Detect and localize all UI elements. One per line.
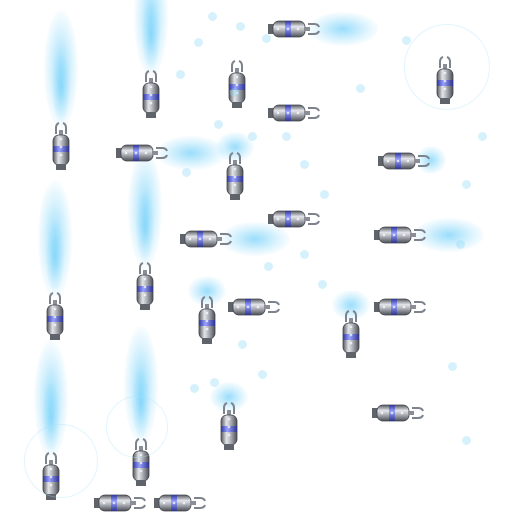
thruster-glow xyxy=(416,146,446,174)
thruster-flame-core xyxy=(136,192,154,262)
thruster-canister-horizontal xyxy=(268,210,320,228)
thruster-glow xyxy=(332,290,370,320)
thruster-canister-horizontal xyxy=(180,230,232,248)
thruster-flame-core xyxy=(142,0,160,70)
thruster-canister-horizontal xyxy=(378,152,430,170)
thruster-canister-vertical xyxy=(220,402,238,450)
thruster-canister-vertical xyxy=(46,292,64,340)
shock-ring xyxy=(24,424,98,498)
thruster-flame-core xyxy=(52,52,70,122)
smoke-wisp xyxy=(230,88,239,97)
thruster-flame-trail xyxy=(220,222,290,256)
smoke-wisp xyxy=(182,168,191,177)
thruster-canister-horizontal xyxy=(228,298,280,316)
thruster-canister-horizontal xyxy=(268,104,320,122)
smoke-wisp xyxy=(320,190,329,199)
thruster-canister-horizontal xyxy=(116,144,168,162)
smoke-wisp xyxy=(356,84,365,93)
thruster-glow xyxy=(188,276,226,306)
smoke-wisp xyxy=(214,120,223,129)
thruster-flame-trail xyxy=(308,12,378,46)
smoke-wisp xyxy=(258,370,267,379)
thruster-canister-vertical xyxy=(142,70,160,118)
smoke-wisp xyxy=(248,132,257,141)
smoke-wisp xyxy=(264,262,273,271)
smoke-wisp xyxy=(236,22,245,31)
thruster-flame-trail xyxy=(156,136,226,170)
shock-ring xyxy=(404,24,490,110)
smoke-wisp xyxy=(210,378,219,387)
thruster-canister-vertical xyxy=(198,296,216,344)
thruster-canister-vertical xyxy=(228,60,246,108)
thruster-canister-vertical xyxy=(136,262,154,310)
smoke-wisp xyxy=(194,38,203,47)
smoke-wisp xyxy=(208,12,217,21)
smoke-wisp xyxy=(318,280,327,289)
smoke-wisp xyxy=(402,36,411,45)
thruster-canister-vertical xyxy=(342,310,360,358)
thruster-glow xyxy=(210,382,248,412)
smoke-wisp xyxy=(262,34,271,43)
thruster-flame-trail xyxy=(414,218,484,252)
thruster-canister-vertical xyxy=(52,122,70,170)
thruster-canister-horizontal xyxy=(154,494,206,512)
shock-ring xyxy=(106,396,168,458)
thruster-canister-horizontal xyxy=(268,20,320,38)
thruster-flame-core xyxy=(46,222,64,292)
smoke-wisp xyxy=(478,132,487,141)
smoke-wisp xyxy=(300,250,309,259)
smoke-wisp xyxy=(176,70,185,79)
smoke-wisp xyxy=(190,384,199,393)
thruster-canister-vertical xyxy=(226,152,244,200)
thruster-canister-horizontal xyxy=(374,226,426,244)
smoke-wisp xyxy=(456,240,465,249)
smoke-wisp xyxy=(448,362,457,371)
smoke-wisp xyxy=(462,180,471,189)
smoke-wisp xyxy=(462,436,471,445)
thruster-canister-horizontal xyxy=(374,298,426,316)
smoke-wisp xyxy=(300,160,309,169)
smoke-wisp xyxy=(282,132,291,141)
thruster-canister-horizontal xyxy=(372,404,424,422)
thruster-canister-horizontal xyxy=(94,494,146,512)
smoke-wisp xyxy=(238,340,247,349)
